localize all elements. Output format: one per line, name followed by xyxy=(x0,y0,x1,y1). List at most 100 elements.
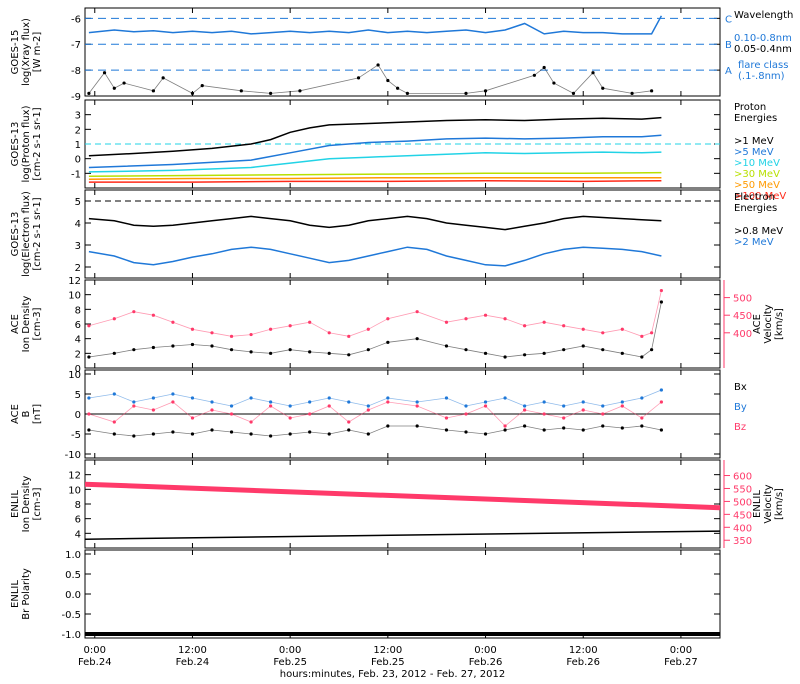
legend-entry: >1 MeV xyxy=(734,136,774,147)
y-tick-label: 3 xyxy=(75,241,81,252)
y-axis-label: log(Xray flux) xyxy=(21,18,32,86)
legend-title: Proton xyxy=(734,102,766,113)
series-trace xyxy=(88,64,652,94)
x-tick-time-label: 12:00 xyxy=(569,645,598,656)
y-tick-label: -1 xyxy=(71,169,81,180)
flare-level-label: B xyxy=(725,40,732,51)
panel-ace_bfield: -10 -5 0 5 10 ACE B [nT] Bx By Bz xyxy=(10,369,747,461)
legend-entry: 0.10-0.8nm xyxy=(734,33,792,44)
y-tick-label: 1.0 xyxy=(65,550,81,561)
y-tick-label: -8 xyxy=(71,66,81,77)
series-line xyxy=(88,179,662,183)
y-axis-label: ENLIL xyxy=(10,580,21,608)
y2-tick-label: 450 xyxy=(733,510,752,521)
panel-frame xyxy=(84,549,721,639)
legend-title: Wavelength xyxy=(734,10,793,21)
series-line xyxy=(88,246,662,267)
series-line xyxy=(88,134,662,169)
legend-entry: >0.8 MeV xyxy=(734,226,783,237)
legend-entry: 0.05-0.4nm xyxy=(734,44,792,55)
y-tick-label: 0 xyxy=(75,155,81,166)
y-axis-label: Br Polarity xyxy=(21,568,32,620)
x-tick-date-label: Feb.26 xyxy=(469,657,503,668)
y-tick-label: 4 xyxy=(75,529,81,540)
y2-tick-label: 500 xyxy=(733,294,752,305)
legend-entry: >10 MeV xyxy=(734,158,780,169)
y-tick-label: 5 xyxy=(75,197,81,208)
x-tick-time-label: 12:00 xyxy=(373,645,402,656)
y-tick-label: 3 xyxy=(75,111,81,122)
y-tick-label: -9 xyxy=(71,92,81,103)
series-line xyxy=(88,116,662,157)
y-tick-label: 12 xyxy=(68,471,81,482)
series-trace xyxy=(88,401,662,427)
y2-tick-label: 550 xyxy=(733,484,752,495)
y-axis-label: Ion Density xyxy=(21,476,32,533)
panel-electron: 2 3 4 5 GOES-13 log(Electron flux) [cm-2 s-1 s… xyxy=(10,189,783,279)
y2-tick-label: 600 xyxy=(733,472,752,483)
series-line xyxy=(88,176,662,180)
y2-axis-label: [km/s] xyxy=(774,488,785,520)
y-axis-label: B xyxy=(21,410,32,417)
y-axis-label: [W m-2] xyxy=(32,32,43,73)
y2-axis-label: ACE xyxy=(752,314,763,334)
legend-entry: >2 MeV xyxy=(734,237,774,248)
y-axis-label: log(Proton flux) xyxy=(21,105,32,182)
y-axis-label: ENLIL xyxy=(10,490,21,518)
y-tick-label: 6 xyxy=(75,320,81,331)
panel-frame xyxy=(84,7,721,97)
x-tick-date-label: Feb.25 xyxy=(371,657,405,668)
legend-title: Energies xyxy=(734,113,777,124)
y-axis-label: [nT] xyxy=(32,404,43,424)
y-tick-label: -10 xyxy=(65,450,81,461)
x-tick-time-label: 0:00 xyxy=(670,645,692,656)
legend-note: (.1-.8nm) xyxy=(738,71,785,82)
y-tick-label: 5 xyxy=(75,390,81,401)
flare-level-label: C xyxy=(725,14,732,25)
series-line xyxy=(88,151,662,173)
series-line xyxy=(88,15,663,35)
x-tick-date-label: Feb.24 xyxy=(78,657,112,668)
y-tick-label: 1 xyxy=(75,140,81,151)
y-axis-label: [cm-2 s-1 sr-1] xyxy=(32,197,43,270)
x-tick-date-label: Feb.27 xyxy=(664,657,698,668)
y-tick-label: -6 xyxy=(71,14,81,25)
x-tick-date-label: Feb.24 xyxy=(176,657,210,668)
series-trace xyxy=(88,301,662,358)
legend-entry: >100 MeV xyxy=(734,191,786,202)
x-tick-time-label: 0:00 xyxy=(84,645,106,656)
x-tick-date-label: Feb.26 xyxy=(566,657,600,668)
y-tick-label: 0.5 xyxy=(65,570,81,581)
y-axis-label: GOES-13 xyxy=(10,212,21,257)
y-tick-label: 4 xyxy=(75,335,81,346)
y2-tick-label: 400 xyxy=(733,523,752,534)
series-line xyxy=(84,481,721,511)
x-tick-date-label: Feb.25 xyxy=(273,657,307,668)
y2-tick-label: 350 xyxy=(733,536,752,547)
legend-entry: By xyxy=(734,402,747,413)
legend-entry: >50 MeV xyxy=(734,180,780,191)
y-tick-label: -7 xyxy=(71,40,81,51)
y-tick-label: 0 xyxy=(75,364,81,375)
y-tick-label: -0.5 xyxy=(61,610,81,621)
series-trace xyxy=(88,425,662,437)
y-tick-label: 12 xyxy=(68,276,81,287)
y-axis-label: Ion Density xyxy=(21,296,32,353)
y-axis-label: GOES-13 xyxy=(10,122,21,167)
legend-entry: Bx xyxy=(734,382,747,393)
legend-entry: Bz xyxy=(734,422,746,433)
legend-title: Energies xyxy=(734,203,777,214)
y2-axis-label: ENLIL xyxy=(752,490,763,518)
panel-enlil_polarity: -1.0 -0.5 0.0 0.5 1.0 ENLIL Br Polarity xyxy=(10,549,721,641)
y2-tick-label: 450 xyxy=(733,311,752,322)
legend-title: Electron xyxy=(734,192,775,203)
series-line xyxy=(88,215,662,231)
y-tick-label: -5 xyxy=(71,430,81,441)
y-axis-label: GOES-15 xyxy=(10,30,21,75)
panel-frame xyxy=(84,189,721,279)
y-tick-label: 0 xyxy=(75,410,81,421)
y-tick-label: 2 xyxy=(75,125,81,136)
